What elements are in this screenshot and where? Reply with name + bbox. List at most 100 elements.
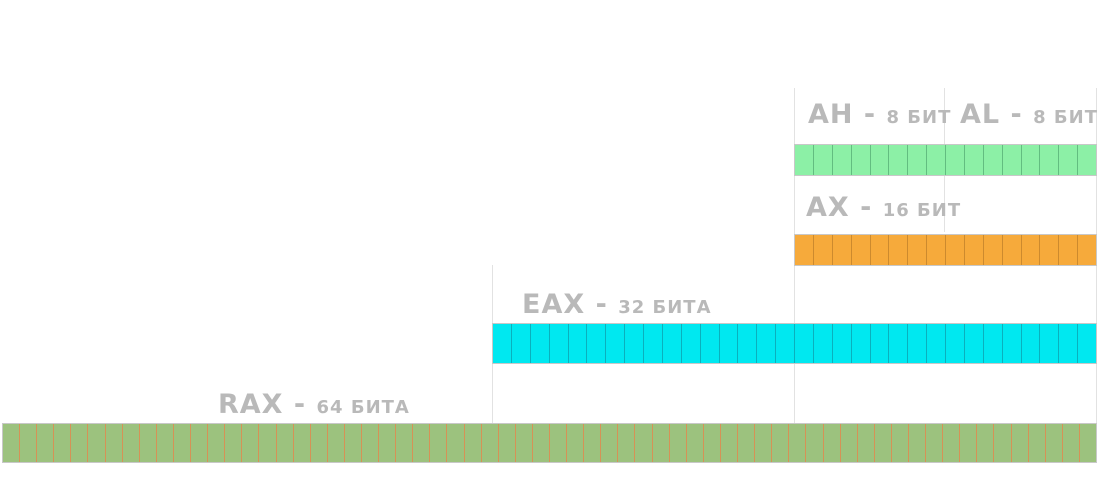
eax-bit-cell xyxy=(606,324,626,363)
rax-bit-cell xyxy=(430,424,448,462)
eax-bit-cell xyxy=(568,324,588,363)
ahal-bit-cell xyxy=(832,145,852,175)
rax-bit-cell xyxy=(1079,424,1096,462)
rax-bit-cell xyxy=(994,424,1012,462)
ah-al-register-bar xyxy=(794,144,1097,176)
ahal-bit-cell xyxy=(1059,145,1079,175)
ax-bit-cell xyxy=(1040,235,1060,265)
rax-bit-cell xyxy=(122,424,140,462)
rax-size: 64 БИТА xyxy=(316,397,410,418)
rax-bit-cell xyxy=(652,424,670,462)
rax-bit-cell xyxy=(738,424,756,462)
rax-bit-cell xyxy=(874,424,892,462)
eax-name: EAX xyxy=(522,289,586,320)
ahal-bit-cell xyxy=(1040,145,1060,175)
rax-bit-cell xyxy=(293,424,311,462)
eax-bit-cell xyxy=(493,324,512,363)
eax-bit-cell xyxy=(719,324,739,363)
rax-bit-cell xyxy=(173,424,192,462)
rax-bit-cell xyxy=(464,424,482,462)
ax-bit-cell xyxy=(832,235,852,265)
eax-bit-cell xyxy=(1078,324,1096,363)
eax-bit-cell xyxy=(1040,324,1060,363)
eax-bit-cell xyxy=(662,324,682,363)
eax-bit-cell xyxy=(644,324,663,363)
rax-bit-cell xyxy=(191,424,209,462)
rax-bit-cell xyxy=(54,424,72,462)
ahal-bit-cell xyxy=(927,145,946,175)
eax-bit-cell xyxy=(625,324,644,363)
rax-bit-cell xyxy=(977,424,995,462)
ax-bit-cell xyxy=(813,235,833,265)
ahal-bit-cell xyxy=(1002,145,1022,175)
rax-bit-cell xyxy=(447,424,465,462)
rax-bit-cell xyxy=(481,424,499,462)
eax-bit-cell xyxy=(964,324,984,363)
rax-sep: - xyxy=(283,389,317,420)
eax-bit-cell xyxy=(1002,324,1022,363)
eax-register-bar xyxy=(492,323,1097,364)
ax-bit-cell xyxy=(1078,235,1096,265)
ah-name: AH xyxy=(808,99,854,130)
ahal-bit-cell xyxy=(889,145,909,175)
eax-bit-cell xyxy=(927,324,946,363)
rax-bit-cell xyxy=(1011,424,1029,462)
rax-bit-cell xyxy=(310,424,328,462)
ax-bit-cell xyxy=(851,235,871,265)
ahal-bit-cell xyxy=(908,145,928,175)
rax-bit-cell xyxy=(857,424,875,462)
rax-bit-cell xyxy=(789,424,807,462)
eax-bit-cell xyxy=(832,324,852,363)
al-name: AL xyxy=(960,99,1001,130)
rax-name: RAX xyxy=(218,389,284,420)
eax-bit-cell xyxy=(530,324,550,363)
rax-bit-cell xyxy=(1062,424,1080,462)
ahal-bit-cell xyxy=(946,145,965,175)
rax-bit-cell xyxy=(327,424,345,462)
eax-bit-cell xyxy=(776,324,795,363)
rax-bit-cell xyxy=(703,424,721,462)
ax-bit-cell xyxy=(870,235,890,265)
eax-bit-cell xyxy=(587,324,607,363)
rax-bit-cell xyxy=(806,424,824,462)
rax-bit-cell xyxy=(601,424,619,462)
rax-bit-cell xyxy=(908,424,927,462)
ax-register-bar xyxy=(794,234,1097,266)
ax-size: 16 БИТ xyxy=(882,200,962,221)
ah-label: AH - 8 БИТ xyxy=(808,101,951,128)
ax-bit-cell xyxy=(927,235,946,265)
eax-bit-cell xyxy=(795,324,814,363)
rax-bit-cell xyxy=(720,424,739,462)
al-sep: - xyxy=(1000,99,1034,130)
rax-bit-cell xyxy=(618,424,636,462)
eax-bit-cell xyxy=(549,324,569,363)
rax-bit-cell xyxy=(584,424,602,462)
ax-bit-cell xyxy=(1059,235,1079,265)
rax-bit-cell xyxy=(242,424,260,462)
eax-bit-cell xyxy=(1059,324,1079,363)
eax-bit-cell xyxy=(511,324,531,363)
rax-bit-cell xyxy=(840,424,858,462)
ahal-bit-cell xyxy=(1021,145,1041,175)
ax-bit-cell xyxy=(964,235,984,265)
eax-bit-cell xyxy=(983,324,1003,363)
rax-bit-cell xyxy=(156,424,174,462)
ahal-bit-cell xyxy=(870,145,890,175)
eax-bit-cell xyxy=(908,324,928,363)
al-size: 8 БИТ xyxy=(1033,107,1098,128)
ahal-bit-cell xyxy=(1078,145,1096,175)
rax-label: RAX - 64 БИТА xyxy=(218,391,410,418)
rax-bit-cell xyxy=(755,424,773,462)
ah-sep: - xyxy=(853,99,887,130)
rax-bit-cell xyxy=(567,424,585,462)
ah-size: 8 БИТ xyxy=(886,107,952,128)
eax-sep: - xyxy=(585,289,619,320)
rax-bit-cell xyxy=(396,424,414,462)
rax-bit-cell xyxy=(379,424,397,462)
ax-bit-cell xyxy=(946,235,965,265)
ahal-bit-cell xyxy=(795,145,814,175)
rax-bit-cell xyxy=(686,424,704,462)
rax-bit-cell xyxy=(498,424,516,462)
ahal-bit-cell xyxy=(813,145,833,175)
eax-label: EAX - 32 БИТА xyxy=(522,291,712,318)
